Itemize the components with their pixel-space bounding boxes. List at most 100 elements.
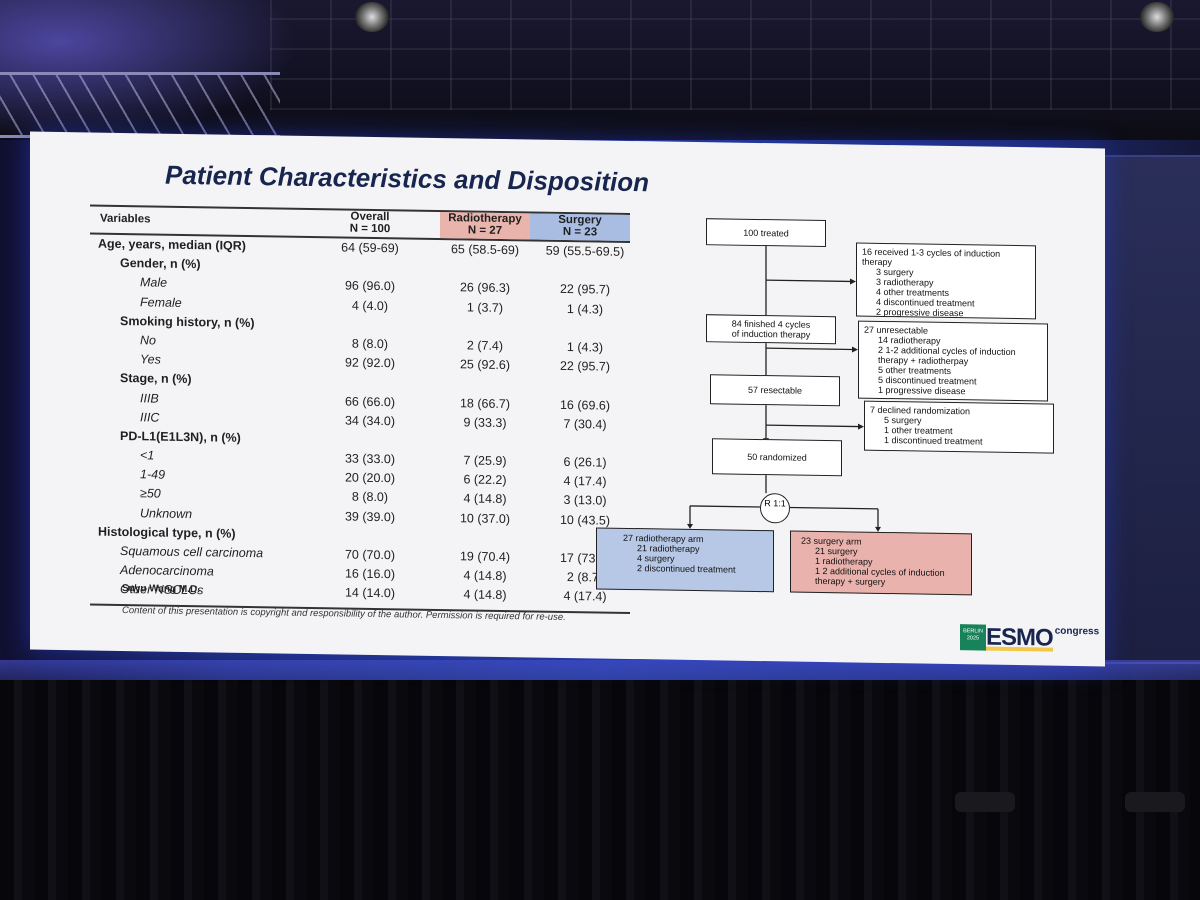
cell-surgery: 1 (4.3) bbox=[566, 339, 604, 355]
presentation-slide: Patient Characteristics and Disposition … bbox=[30, 131, 1105, 667]
logo-brand: ESMO bbox=[986, 623, 1053, 652]
logo-year: 2025 bbox=[966, 635, 980, 642]
flow-text: 1 progressive disease bbox=[878, 384, 966, 397]
cell-radiotherapy: 9 (33.3) bbox=[463, 415, 507, 430]
row-label: Male bbox=[140, 275, 168, 291]
randomization-node: R 1:1 bbox=[760, 493, 790, 524]
cell-overall: 96 (96.0) bbox=[344, 278, 396, 294]
cell-radiotherapy: 6 (22.2) bbox=[463, 472, 507, 488]
cell-overall: 66 (66.0) bbox=[344, 394, 396, 409]
logo-suffix: congress bbox=[1054, 625, 1100, 638]
cell-overall: 92 (92.0) bbox=[344, 355, 396, 371]
cell-surgery: 4 (17.4) bbox=[563, 474, 607, 489]
esmo-congress-logo: BERLIN 2025 ESMO congress bbox=[960, 624, 1099, 652]
cell-radiotherapy: 19 (70.4) bbox=[459, 549, 511, 565]
row-label: Squamous cell carcinoma bbox=[120, 543, 264, 561]
cell-surgery: 3 (13.0) bbox=[563, 493, 607, 509]
cell-radiotherapy: 7 (25.9) bbox=[463, 453, 507, 469]
cell-radiotherapy: 4 (14.8) bbox=[463, 587, 507, 603]
cell-radiotherapy: 65 (58.5-69) bbox=[450, 242, 520, 258]
flow-randomized-box: 50 randomized bbox=[712, 438, 842, 477]
cell-overall: 8 (8.0) bbox=[351, 490, 389, 505]
row-label: Unknown bbox=[140, 505, 193, 521]
row-label: Yes bbox=[140, 352, 161, 367]
flow-induction-excluded-box: 16 received 1-3 cycles of induction ther… bbox=[856, 242, 1036, 320]
header-radiotherapy-n: N = 27 bbox=[467, 224, 503, 237]
header-surgery-n: N = 23 bbox=[562, 225, 598, 239]
cell-overall: 14 (14.0) bbox=[344, 585, 396, 601]
spotlight bbox=[1140, 2, 1174, 32]
header-surgery: Surgery N = 23 bbox=[530, 213, 630, 241]
row-label: ≥50 bbox=[140, 486, 161, 502]
cell-surgery: 22 (95.7) bbox=[559, 282, 611, 298]
cell-radiotherapy: 2 (7.4) bbox=[466, 338, 504, 353]
author-credit: Suyu Wang M.D. bbox=[122, 583, 200, 596]
logo-city-badge: BERLIN 2025 bbox=[960, 624, 986, 651]
microphone bbox=[1125, 792, 1185, 812]
cell-overall: 39 (39.0) bbox=[344, 509, 396, 524]
flow-treated-text: 100 treated bbox=[743, 227, 789, 238]
flow-text: 2 discontinued treatment bbox=[637, 563, 736, 575]
header-radiotherapy: Radiotherapy N = 27 bbox=[440, 211, 530, 240]
cell-overall: 33 (33.0) bbox=[344, 451, 396, 467]
cell-surgery: 6 (26.1) bbox=[563, 454, 607, 470]
cell-overall: 16 (16.0) bbox=[344, 566, 396, 582]
row-label: Age, years, median (IQR) bbox=[98, 236, 246, 253]
cell-overall: 20 (20.0) bbox=[344, 470, 396, 486]
patient-characteristics-table: Variables Overall N = 100 Radiotherapy N… bbox=[90, 204, 630, 614]
cell-surgery: 16 (69.6) bbox=[559, 397, 611, 413]
spotlight bbox=[355, 2, 389, 32]
flow-text: 1:1 bbox=[773, 498, 786, 509]
table-body: Age, years, median (IQR) 64 (59-69) 65 (58… bbox=[90, 234, 630, 607]
cell-overall: 64 (59-69) bbox=[341, 240, 399, 256]
row-label: IIIC bbox=[140, 409, 160, 425]
cell-surgery: 7 (30.4) bbox=[563, 416, 607, 432]
row-label: <1 bbox=[140, 448, 155, 463]
flow-unresectable-box: 27 unresectable 14 radiotherapy 2 1-2 ad… bbox=[858, 320, 1048, 402]
row-label: Adenocarcinoma bbox=[120, 563, 214, 579]
row-label: Histological type, n (%) bbox=[98, 524, 236, 541]
header-radiotherapy-label: Radiotherapy bbox=[448, 212, 522, 226]
slide-title: Patient Characteristics and Disposition bbox=[165, 159, 650, 198]
flow-finished-induction-box: 84 finished 4 cycles of induction therap… bbox=[706, 314, 836, 345]
cell-surgery: 1 (4.3) bbox=[566, 301, 604, 317]
cell-overall: 70 (70.0) bbox=[344, 547, 396, 563]
flow-text: 2 progressive disease bbox=[876, 306, 964, 319]
microphone bbox=[955, 792, 1015, 812]
cell-surgery: 22 (95.7) bbox=[559, 359, 611, 374]
flow-declined-box: 7 declined randomization 5 surgery 1 oth… bbox=[864, 400, 1054, 454]
cell-radiotherapy: 18 (66.7) bbox=[459, 395, 511, 411]
cell-radiotherapy: 1 (3.7) bbox=[466, 299, 504, 315]
cell-overall: 8 (8.0) bbox=[351, 336, 389, 352]
flow-text: 1 discontinued treatment bbox=[884, 434, 983, 447]
cell-radiotherapy: 4 (14.8) bbox=[463, 491, 507, 507]
row-label: Stage, n (%) bbox=[120, 371, 192, 387]
cell-radiotherapy: 10 (37.0) bbox=[459, 510, 511, 526]
flow-resectable-box: 57 resectable bbox=[710, 374, 840, 407]
flow-randomized-text: 50 randomized bbox=[747, 451, 807, 463]
cell-surgery: 4 (17.4) bbox=[563, 589, 607, 604]
cell-radiotherapy: 26 (96.3) bbox=[459, 280, 511, 296]
header-overall: Overall N = 100 bbox=[320, 210, 420, 238]
flow-text: of induction therapy bbox=[731, 328, 811, 340]
row-label: 1-49 bbox=[140, 467, 166, 482]
cell-radiotherapy: 25 (92.6) bbox=[459, 357, 511, 373]
flow-resectable-text: 57 resectable bbox=[747, 384, 803, 396]
row-label: Female bbox=[140, 294, 182, 310]
row-label: No bbox=[140, 333, 156, 348]
row-label: PD-L1(E1L3N), n (%) bbox=[120, 428, 241, 445]
lighting-truss bbox=[0, 72, 280, 138]
row-label: Gender, n (%) bbox=[120, 256, 201, 272]
stage-curtain bbox=[0, 680, 1200, 900]
cell-overall: 34 (34.0) bbox=[344, 413, 396, 428]
row-label: IIIB bbox=[140, 390, 159, 406]
flow-surgery-arm-box: 23 surgery arm 21 surgery 1 radiotherapy… bbox=[790, 530, 972, 596]
cell-surgery: 59 (55.5-69.5) bbox=[545, 243, 625, 259]
flow-radiotherapy-arm-box: 27 radiotherapy arm 21 radiotherapy 4 su… bbox=[596, 527, 774, 593]
cell-overall: 4 (4.0) bbox=[351, 298, 389, 313]
header-overall-n: N = 100 bbox=[349, 222, 391, 236]
flow-text: R bbox=[764, 498, 771, 509]
ceiling-grid bbox=[270, 0, 1200, 110]
row-label: Smoking history, n (%) bbox=[120, 313, 255, 330]
cell-radiotherapy: 4 (14.8) bbox=[463, 568, 507, 584]
